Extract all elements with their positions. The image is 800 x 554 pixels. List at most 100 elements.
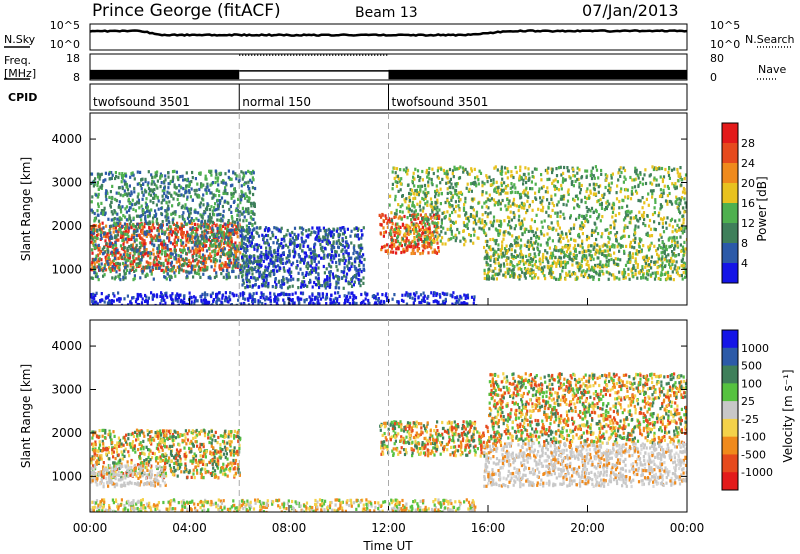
power-cell-1-941 [204,257,207,261]
power-cell-4-162 [609,188,612,192]
power-cell-2-50 [330,243,333,248]
power-cell-1-1364 [181,263,185,267]
power-cell-2-349 [335,229,338,233]
power-cell-1-290 [131,171,134,175]
power-cell-1-825 [248,199,251,203]
power-cell-2-43 [304,283,307,287]
power-cell-4-1346 [427,171,430,175]
power-cell-1-893 [129,247,132,251]
power-cell-4-1268 [562,171,565,175]
power-cell-4-516 [433,240,436,244]
power-cell-2-6 [322,264,325,269]
power-cell-1-1065 [190,180,193,184]
power-cell-1-715 [204,174,207,178]
power-cell-4-895 [425,217,428,221]
power-cell-1-171 [201,230,204,234]
power-cell-4-877 [574,194,578,198]
power-cell-4-1185 [442,168,445,173]
power-cell-5-256 [581,246,584,250]
power-cell-1-578 [123,174,126,178]
power-cell-4-953 [671,239,674,243]
power-cell-2-184 [345,240,348,244]
power-cell-0-620 [144,266,147,270]
power-cell-5-85 [636,252,639,256]
power-cell-4-800 [427,173,430,177]
power-cell-2-698 [337,253,341,257]
power-cell-4-784 [677,174,680,178]
power-cell-4-144 [542,195,545,200]
power-cell-4-1284 [668,167,671,171]
power-cell-0-453 [191,228,194,232]
power-cell-0-125 [234,241,237,245]
power-cell-4-870 [439,202,442,206]
power-cell-5-241 [582,274,585,279]
power-cell-4-772 [576,203,579,207]
power-cell-1-142 [156,179,159,183]
power-cell-3-207 [380,223,383,227]
power-cell-1-133 [238,218,241,222]
power-cell-0-414 [215,223,218,227]
power-cell-3-184 [420,222,423,226]
power-cell-4-36 [431,183,434,187]
power-cell-4-773 [424,237,427,241]
power-cell-1-1286 [125,185,128,189]
power-cell-5-177 [592,257,595,261]
power-cell-4-839 [665,226,668,230]
power-cell-2-31 [363,257,366,262]
power-cell-0-715 [205,229,208,233]
power-cell-1-1391 [94,177,97,181]
power-cell-5-129 [546,266,550,270]
power-cell-4-609 [546,168,549,172]
power-cell-4-552 [578,226,582,231]
power-cell-5-211 [675,268,678,272]
power-cell-2-740 [329,270,332,274]
power-cell-4-614 [667,238,670,242]
power-cell-1-407 [124,172,127,176]
power-cell-4-261 [678,226,681,230]
power-cell-4-208 [399,242,402,246]
power-cell-1-998 [215,259,219,263]
power-cell-4-915 [601,215,604,219]
power-cell-3-131 [390,225,393,230]
station-title: Prince George (fitACF) [92,1,281,21]
power-cell-4-1108 [682,214,685,218]
power-cell-1-1145 [193,227,197,231]
power-cell-4-1323 [618,206,621,210]
power-cell-3-173 [383,245,386,249]
power-cell-4-941 [454,220,457,224]
power-cell-1-1273 [241,241,244,245]
power-cell-4-566 [562,194,565,198]
power-cell-2-354 [276,269,279,273]
power-cell-4-1266 [572,167,575,171]
power-cell-4-728 [584,200,587,205]
power-cell-2-602 [279,256,282,260]
power-cell-2-648 [359,268,362,272]
power-cell-1-1220 [210,219,213,223]
power-cell-2-664 [324,281,327,286]
power-cell-3-29 [414,213,417,217]
power-cell-2-159 [313,280,316,285]
power-cell-4-588 [447,201,451,205]
power-cell-4-1073 [669,219,672,223]
noise-left-tick-bottom: 10^0 [50,38,80,51]
power-cell-4-535 [557,223,560,227]
power-cell-1-1161 [96,180,99,185]
power-cell-4-1290 [592,192,595,197]
power-cell-1-214 [177,254,180,258]
power-cell-1-1387 [147,192,151,196]
power-cell-1-1332 [110,196,113,200]
power-cell-0-405 [236,235,239,239]
power-cell-4-763 [659,175,662,179]
power-cell-4-696 [682,218,685,222]
power-cell-4-1040 [432,171,435,176]
power-cell-4-861 [562,212,565,216]
power-cell-1-1167 [91,210,94,214]
power-cell-2-639 [347,261,350,265]
power-cell-2-640 [355,226,358,230]
power-cell-1-39 [252,192,255,197]
power-cell-4-823 [529,240,532,244]
power-cell-1-1028 [90,230,93,235]
power-cell-2-431 [317,229,320,233]
power-cell-1-993 [152,201,155,205]
power-cell-4-689 [445,181,448,185]
